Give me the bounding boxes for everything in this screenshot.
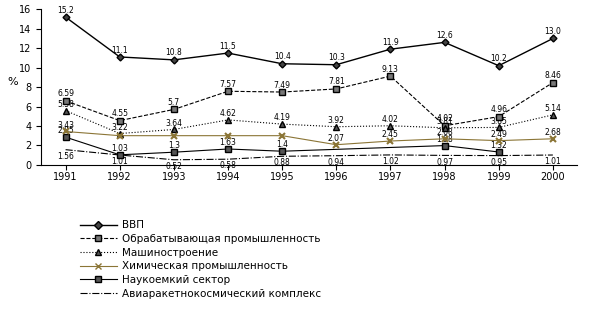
Text: 7.57: 7.57 [220,80,237,89]
Legend: ВВП, Обрабатывающая промышленность, Машиностроение, Химическая промышленность, Н: ВВП, Обрабатывающая промышленность, Маши… [76,216,325,303]
Text: 1.32: 1.32 [490,141,507,150]
Text: 2.85: 2.85 [57,126,74,135]
Text: 11.5: 11.5 [220,42,236,51]
Text: 5.14: 5.14 [544,104,561,113]
Text: 10.8: 10.8 [166,49,182,58]
Y-axis label: %: % [7,77,18,87]
Text: 1.01: 1.01 [544,157,561,166]
Text: 0.88: 0.88 [274,158,290,167]
Text: 1.4: 1.4 [276,141,288,150]
Text: 10.3: 10.3 [328,53,345,62]
Text: 10.2: 10.2 [490,54,507,63]
Text: 1.56: 1.56 [57,152,74,161]
Text: 7.81: 7.81 [328,77,345,86]
Text: 4.62: 4.62 [220,109,236,118]
Text: 0.95: 0.95 [490,158,507,167]
Text: 4.19: 4.19 [274,113,290,122]
Text: 2.68: 2.68 [436,128,453,137]
Text: 0.94: 0.94 [328,158,345,167]
Text: 9.13: 9.13 [382,65,399,74]
Text: 1.63: 1.63 [220,138,236,147]
Text: 6.59: 6.59 [57,89,74,98]
Text: 2.49: 2.49 [490,130,507,139]
Text: 8.46: 8.46 [544,71,561,80]
Text: 13.0: 13.0 [544,27,561,36]
Text: 1.3: 1.3 [168,142,180,151]
Text: 11.9: 11.9 [382,38,399,47]
Text: 3.81: 3.81 [436,117,453,126]
Text: 5.58: 5.58 [57,100,74,109]
Text: 5.7: 5.7 [168,98,180,107]
Text: 3.43: 3.43 [57,121,74,130]
Text: 4.55: 4.55 [111,109,128,118]
Text: 2.68: 2.68 [544,128,561,137]
Text: 1.98: 1.98 [436,135,453,144]
Text: 12.6: 12.6 [436,31,453,40]
Text: 3.22: 3.22 [111,123,128,132]
Text: 2.07: 2.07 [328,134,345,143]
Text: 3.92: 3.92 [328,116,345,125]
Text: 0.97: 0.97 [436,158,453,167]
Text: 2.45: 2.45 [382,130,399,139]
Text: 0.52: 0.52 [166,162,183,171]
Text: 1.02: 1.02 [382,157,399,166]
Text: 3.64: 3.64 [166,119,183,128]
Text: 0.58: 0.58 [220,161,236,170]
Text: 11.1: 11.1 [111,45,128,54]
Text: 4.02: 4.02 [382,115,399,124]
Text: 1.01: 1.01 [111,157,128,166]
Text: 1.03: 1.03 [111,144,128,153]
Text: 15.2: 15.2 [57,6,74,15]
Text: 7.49: 7.49 [274,81,290,90]
Text: 3.85: 3.85 [490,117,507,126]
Text: 10.4: 10.4 [274,52,290,61]
Text: 4.96: 4.96 [490,105,507,114]
Text: 4.02: 4.02 [436,114,453,123]
